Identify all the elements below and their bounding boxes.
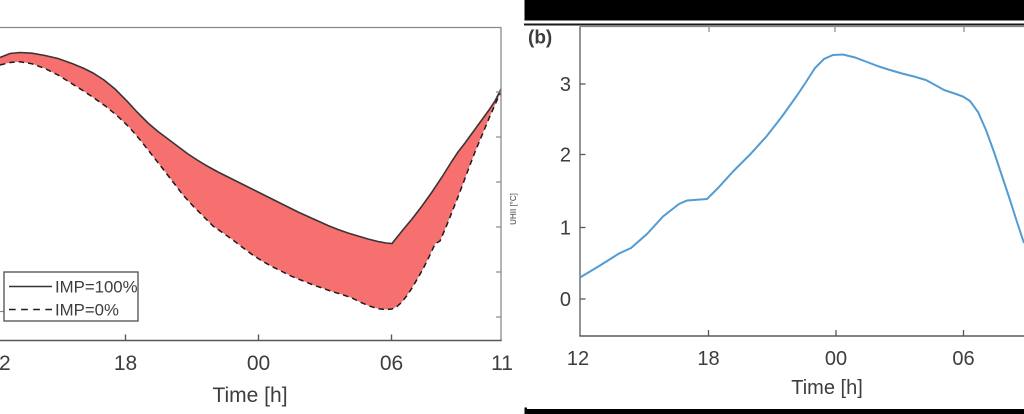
svg-text:12: 12 xyxy=(567,348,589,370)
svg-text:18: 18 xyxy=(114,352,137,375)
svg-text:(b): (b) xyxy=(528,28,552,49)
svg-text:0: 0 xyxy=(560,289,571,311)
svg-text:Time [h]: Time [h] xyxy=(212,384,287,407)
svg-text:2: 2 xyxy=(560,145,571,167)
svg-text:06: 06 xyxy=(380,352,403,375)
svg-text:12: 12 xyxy=(0,352,11,375)
svg-text:3: 3 xyxy=(560,74,571,96)
svg-text:IMP=100%: IMP=100% xyxy=(55,278,138,297)
svg-text:UHII [°C]: UHII [°C] xyxy=(509,193,518,225)
svg-text:00: 00 xyxy=(825,348,847,370)
svg-text:Time [h]: Time [h] xyxy=(791,377,863,399)
svg-text:1: 1 xyxy=(560,218,571,240)
svg-text:IMP=0%: IMP=0% xyxy=(55,301,119,320)
svg-text:00: 00 xyxy=(247,352,270,375)
svg-text:18: 18 xyxy=(697,348,719,370)
svg-text:11: 11 xyxy=(491,352,513,375)
svg-text:06: 06 xyxy=(952,348,974,370)
